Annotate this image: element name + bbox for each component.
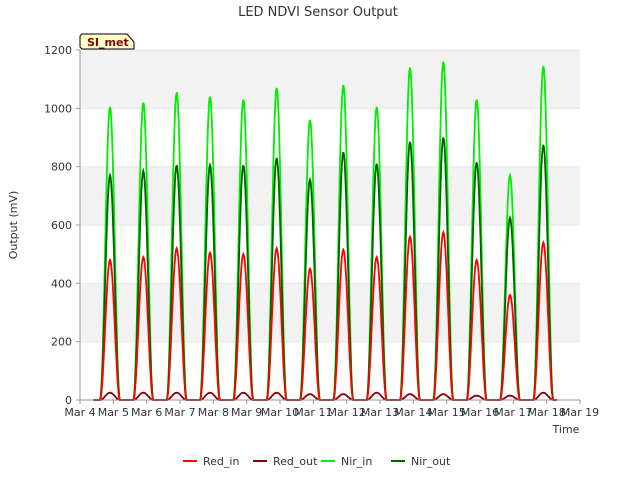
- x-tick-label: Mar 11: [294, 406, 332, 419]
- plot-band: [80, 283, 580, 342]
- legend-label: Red_out: [273, 455, 318, 468]
- x-tick-label: Mar 18: [528, 406, 566, 419]
- plot-band: [80, 166, 580, 225]
- plot-band: [80, 225, 580, 284]
- x-tick-label: Mar 14: [394, 406, 432, 419]
- y-tick-label: 800: [51, 161, 72, 174]
- site-badge: SI_met: [79, 33, 135, 50]
- legend-label: Nir_in: [341, 455, 372, 468]
- x-tick-label: Mar 16: [461, 406, 499, 419]
- y-tick-label: 400: [51, 277, 72, 290]
- x-tick-label: Mar 13: [361, 406, 399, 419]
- y-tick-label: 1200: [44, 44, 72, 57]
- x-tick-label: Mar 5: [98, 406, 129, 419]
- x-tick-label: Mar 17: [494, 406, 532, 419]
- plot-band: [80, 341, 580, 400]
- chart-title: LED NDVI Sensor Output: [238, 5, 398, 20]
- y-tick-label: 600: [51, 219, 72, 232]
- plot-background: [80, 50, 580, 400]
- x-tick-label: Mar 12: [328, 406, 366, 419]
- plot-band: [80, 50, 580, 109]
- x-tick-label: Mar 19: [561, 406, 599, 419]
- legend-label: Nir_out: [411, 455, 451, 468]
- x-tick-label: Mar 4: [64, 406, 95, 419]
- site-badge-label: SI_met: [87, 36, 129, 49]
- x-tick-label: Mar 9: [231, 406, 262, 419]
- x-axis-label: Time: [552, 423, 580, 436]
- y-axis-ticks: 0 200 400 600 800 1000 1200: [44, 44, 80, 407]
- legend: Red_in Red_out Nir_in Nir_out: [183, 455, 451, 468]
- x-tick-label: Mar 10: [261, 406, 299, 419]
- x-tick-label: Mar 6: [131, 406, 162, 419]
- x-tick-label: Mar 8: [198, 406, 229, 419]
- x-tick-label: Mar 7: [164, 406, 195, 419]
- plot-band: [80, 108, 580, 167]
- y-tick-label: 200: [51, 336, 72, 349]
- legend-label: Red_in: [203, 455, 239, 468]
- y-tick-label: 1000: [44, 102, 72, 115]
- y-axis-label: Output (mV): [7, 191, 20, 260]
- x-tick-label: Mar 15: [428, 406, 466, 419]
- y-tick-label: 0: [65, 394, 72, 407]
